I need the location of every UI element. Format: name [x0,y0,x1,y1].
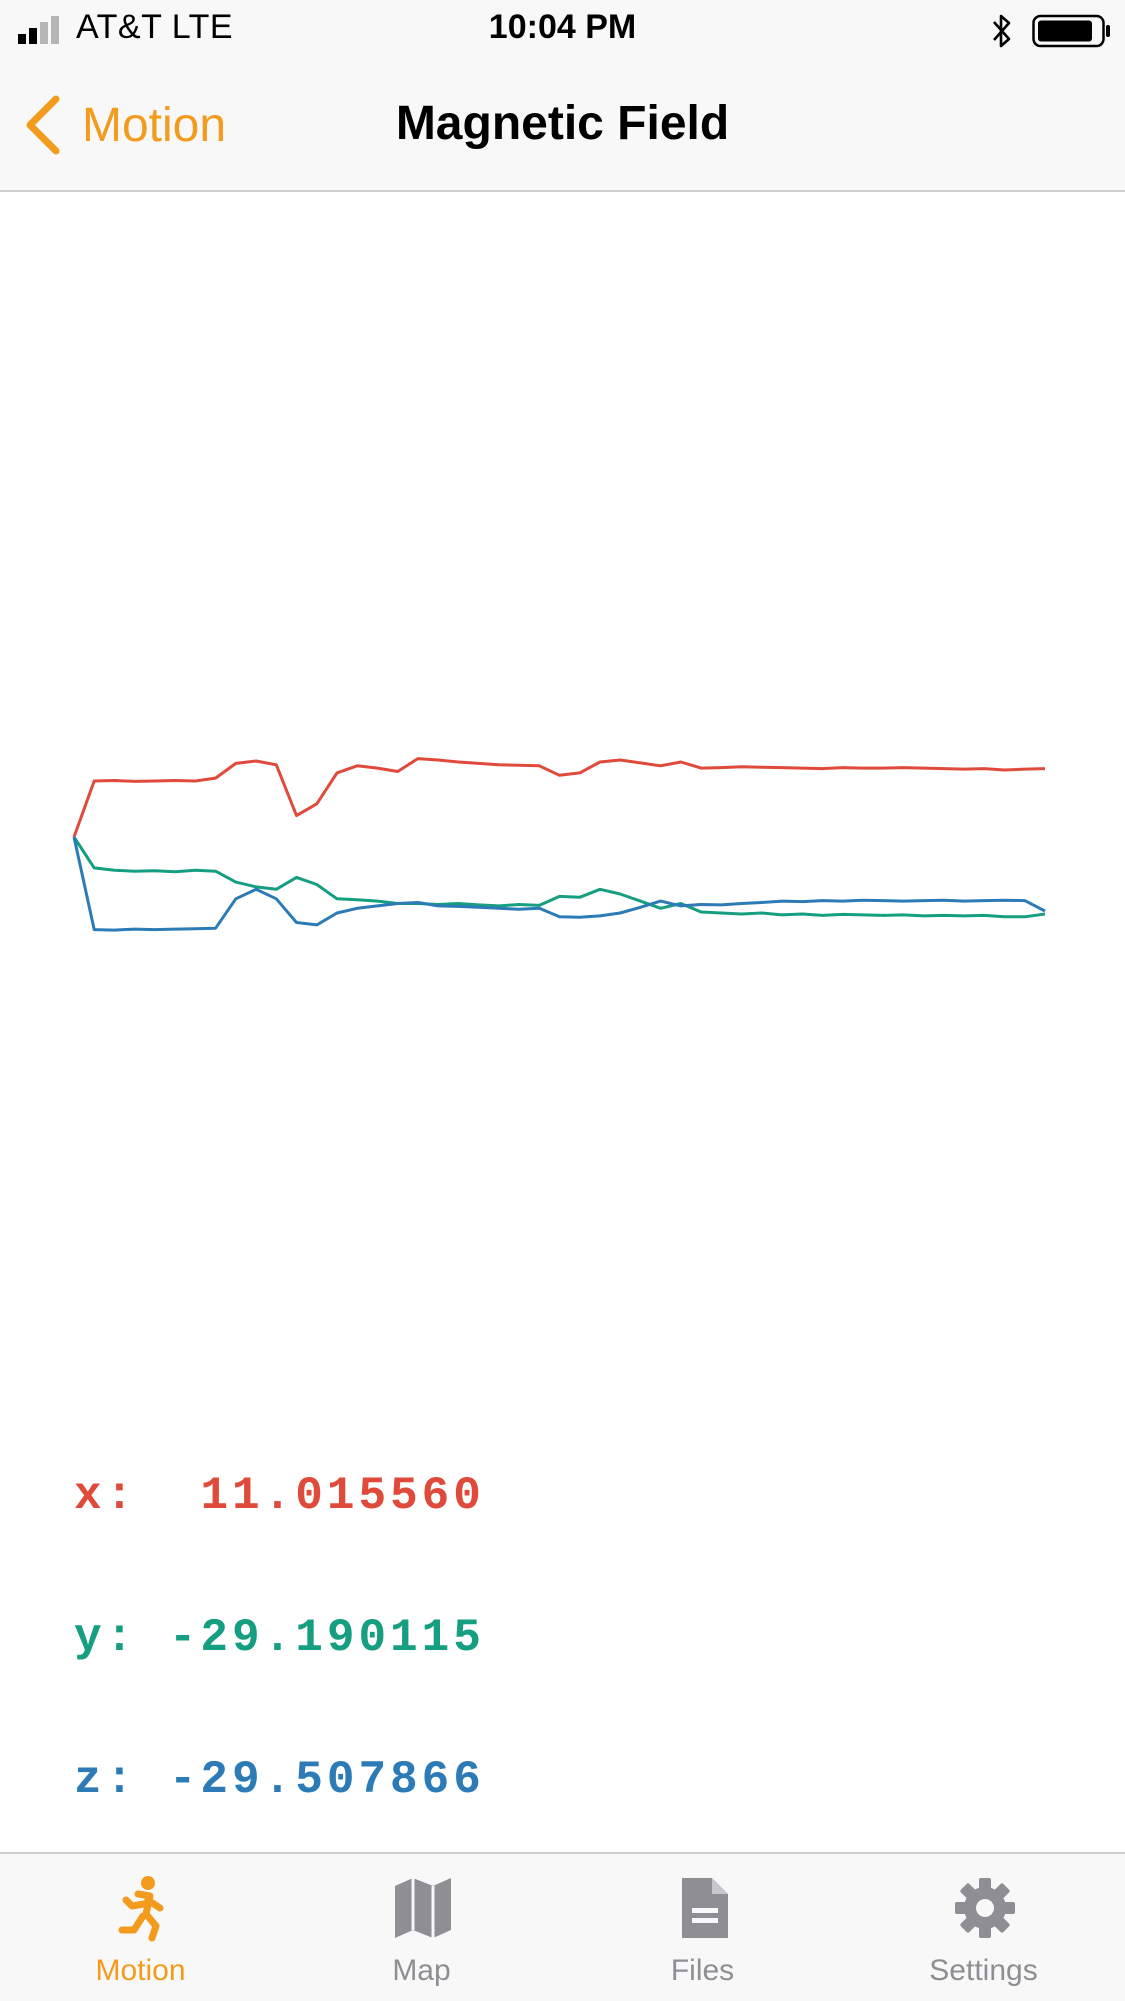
y-readout-label: y: [74,1612,138,1664]
tab-files[interactable]: Files [562,1854,843,2001]
tab-motion[interactable]: Motion [0,1854,281,2001]
bluetooth-icon [993,14,1011,48]
tab-files-label: Files [670,1954,735,1987]
tab-settings[interactable]: Settings [843,1854,1124,2001]
tab-map[interactable]: Map [281,1854,562,2001]
carrier-label: AT&T LTE [76,8,234,46]
z-readout-label: z: [74,1754,138,1806]
x-readout-label: x: [74,1470,138,1522]
document-icon [682,1878,728,1938]
running-figure-icon [118,1876,164,1942]
back-button-label: Motion [82,98,227,152]
y-readout-value: -29.190115 [168,1612,485,1664]
z-series-line [72,836,1046,932]
tab-bar: Motion Map Files [0,1852,1125,2001]
status-time: 10:04 PM [488,8,637,46]
tab-settings-label: Settings [929,1954,1038,1987]
x-readout-value: 11.015560 [200,1470,485,1522]
y-series-line [72,836,1046,919]
magnetic-field-chart [72,757,1046,932]
chevron-left-icon [26,95,60,155]
signal-icon [18,16,59,44]
navigation-bar: Motion Magnetic Field [0,62,1125,192]
tab-motion-label: Motion [95,1954,186,1987]
back-button[interactable]: Motion [20,90,226,160]
x-series-line [72,757,1046,838]
z-readout-value: -29.507866 [168,1754,485,1806]
status-bar: AT&T LTE 10:04 PM [0,0,1125,62]
gear-icon [955,1878,1015,1938]
z-readout: z: -29.507866 [74,1754,485,1806]
y-readout: y: -29.190115 [74,1612,485,1664]
tab-map-label: Map [392,1954,451,1987]
map-icon [395,1878,451,1938]
battery-icon [1032,14,1110,48]
x-readout: x: 11.015560 [74,1470,485,1522]
page-title: Magnetic Field [395,97,730,150]
